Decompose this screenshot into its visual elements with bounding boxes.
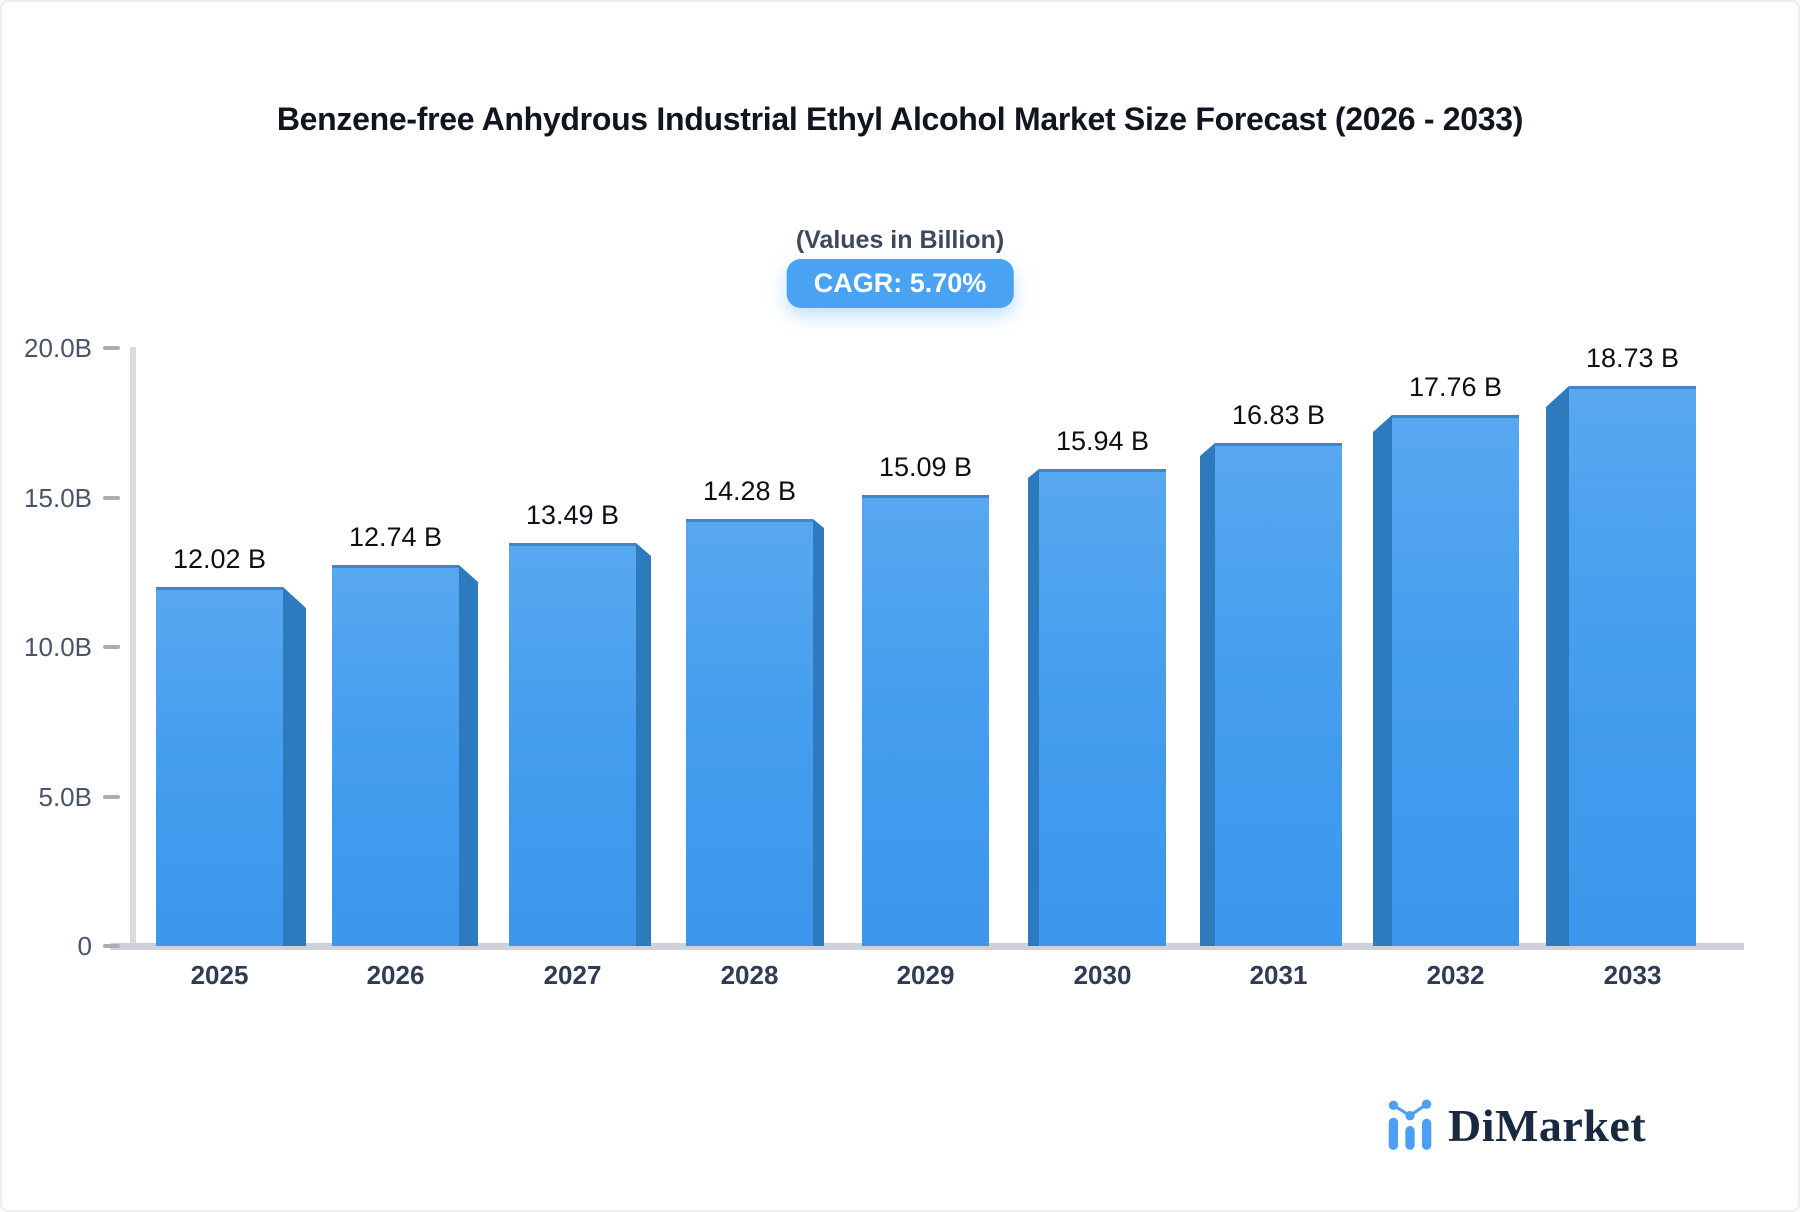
y-axis-tick-label: 20.0B xyxy=(24,333,92,363)
bar-side-face xyxy=(1028,469,1039,946)
chart-subtitle: (Values in Billion) xyxy=(795,226,1005,254)
y-axis-tick xyxy=(103,645,120,649)
cagr-badge: CAGR: 5.70% xyxy=(786,259,1014,308)
y-axis-line xyxy=(130,347,136,949)
x-axis-category-label: 2026 xyxy=(366,960,425,990)
bar-value-label: 17.76 B xyxy=(1408,372,1503,402)
bar-value-label: 15.09 B xyxy=(878,452,973,482)
bar-value-label: 15.94 B xyxy=(1055,426,1150,456)
bar xyxy=(156,587,283,946)
bar xyxy=(1039,469,1166,946)
y-axis-tick-label: 15.0B xyxy=(24,483,92,513)
dimarket-logo: DiMarket xyxy=(1386,1098,1646,1152)
bar-value-label: 14.28 B xyxy=(702,476,797,506)
y-axis-tick xyxy=(103,944,120,948)
bar xyxy=(686,519,813,946)
bar-value-label: 12.74 B xyxy=(348,522,443,552)
bar xyxy=(1215,443,1342,946)
x-axis-category-label: 2030 xyxy=(1073,960,1132,990)
x-axis-category-label: 2032 xyxy=(1426,960,1485,990)
logo-text: DiMarket xyxy=(1448,1099,1647,1151)
bar-side-face xyxy=(1373,415,1392,946)
bar xyxy=(509,543,636,946)
bar-side-face xyxy=(283,587,306,946)
bar-side-face xyxy=(813,519,824,946)
y-axis-tick xyxy=(103,496,120,500)
y-axis-tick xyxy=(103,795,120,799)
bar-side-face xyxy=(459,565,478,946)
bar xyxy=(1392,415,1519,946)
bar-value-label: 16.83 B xyxy=(1231,400,1326,430)
bar-side-face xyxy=(1200,443,1215,946)
bar-value-label: 18.73 B xyxy=(1585,343,1680,373)
bar-value-label: 13.49 B xyxy=(525,500,620,530)
y-axis-tick-label: 5.0B xyxy=(38,782,93,812)
x-axis-category-label: 2033 xyxy=(1603,960,1662,990)
x-axis-category-label: 2027 xyxy=(543,960,602,990)
chart-title: Benzene-free Anhydrous Industrial Ethyl … xyxy=(276,101,1524,137)
bar xyxy=(1569,386,1696,946)
x-axis-category-label: 2029 xyxy=(896,960,955,990)
bar-side-face xyxy=(1546,386,1569,946)
bar xyxy=(332,565,459,946)
bar-value-label: 12.02 B xyxy=(172,544,267,574)
bar xyxy=(862,495,989,946)
x-axis-category-label: 2028 xyxy=(720,960,779,990)
x-axis-category-label: 2025 xyxy=(190,960,249,990)
bar-side-face xyxy=(636,543,651,946)
bar-line-chart-icon xyxy=(1388,1099,1432,1150)
y-axis-tick-label: 10.0B xyxy=(24,632,92,662)
y-axis-tick-label: 0 xyxy=(77,931,92,961)
y-axis-tick xyxy=(103,346,120,350)
x-axis-line xyxy=(110,943,1744,950)
x-axis-category-label: 2031 xyxy=(1249,960,1308,990)
